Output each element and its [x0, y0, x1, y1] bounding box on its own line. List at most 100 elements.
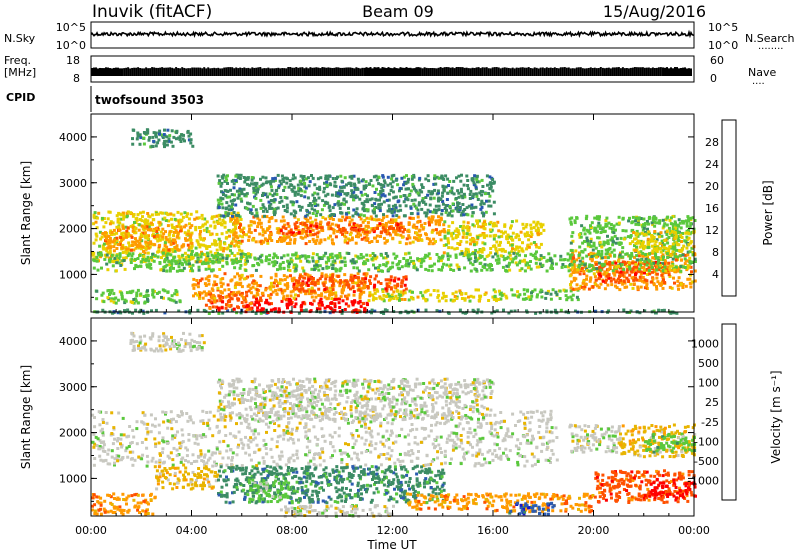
heatmap-cell — [679, 269, 683, 273]
heatmap-cell — [655, 246, 659, 250]
heatmap-cell — [597, 217, 601, 221]
heatmap-cell — [219, 277, 223, 281]
heatmap-cell — [265, 215, 269, 219]
heatmap-cell — [179, 225, 183, 229]
heatmap-cell — [387, 285, 391, 288]
heatmap-cell — [272, 199, 276, 203]
heatmap-cell — [301, 236, 305, 240]
heatmap-cell — [307, 292, 311, 296]
heatmap-cell — [275, 188, 279, 192]
heatmap-cell — [681, 286, 685, 289]
heatmap-cell — [482, 224, 485, 228]
heatmap-cell — [636, 287, 640, 291]
heatmap-cell — [446, 237, 450, 241]
heatmap-cell — [239, 281, 243, 285]
heatmap-cell — [108, 236, 112, 240]
heatmap-cell — [659, 250, 663, 254]
heatmap-cell — [464, 212, 468, 216]
heatmap-cell — [175, 293, 179, 297]
heatmap-cell — [634, 219, 637, 223]
heatmap-cell — [477, 219, 481, 223]
heatmap-cell — [205, 220, 209, 224]
heatmap-cell — [469, 269, 473, 273]
heatmap-cell — [569, 262, 572, 266]
heatmap-cell — [433, 208, 436, 212]
heatmap-cell — [524, 254, 527, 258]
heatmap-cell — [404, 277, 408, 281]
heatmap-cell — [382, 200, 386, 204]
heatmap-cell — [394, 178, 398, 182]
heatmap-cell — [511, 231, 515, 235]
heatmap-cell — [466, 248, 470, 252]
heatmap-cell — [537, 246, 541, 250]
heatmap-cell — [227, 288, 231, 292]
heatmap-cell — [249, 301, 253, 305]
heatmap-cell — [269, 232, 273, 236]
heatmap-cell — [675, 229, 678, 233]
heatmap-cell — [261, 230, 265, 234]
heatmap-cell — [369, 275, 373, 279]
heatmap-cell — [280, 236, 284, 240]
heatmap-cell — [135, 218, 139, 222]
heatmap-cell — [593, 309, 597, 313]
heatmap-cell — [641, 270, 644, 274]
heatmap-cell — [134, 308, 138, 312]
heatmap-cell — [366, 286, 370, 290]
heatmap-cell — [662, 278, 665, 282]
heatmap-cell — [660, 234, 664, 238]
heatmap-cell — [343, 279, 347, 283]
heatmap-cell — [317, 196, 321, 200]
heatmap-cell — [202, 238, 205, 242]
heatmap-cell — [482, 214, 485, 218]
heatmap-cell — [270, 188, 274, 192]
heatmap-cell — [378, 209, 382, 213]
heatmap-cell — [574, 249, 578, 253]
heatmap-cell — [513, 293, 517, 297]
heatmap-cell — [211, 305, 215, 309]
heatmap-cell — [455, 246, 459, 250]
heatmap-cell — [635, 248, 639, 252]
heatmap-cell — [187, 217, 191, 221]
heatmap-cell — [351, 258, 355, 262]
heatmap-cell — [475, 178, 479, 182]
heatmap-cell — [374, 274, 378, 278]
heatmap-cell — [420, 224, 424, 228]
heatmap-cell — [589, 257, 593, 261]
heatmap-cell — [503, 223, 507, 227]
heatmap-cell — [198, 235, 202, 239]
heatmap-cell — [274, 219, 278, 223]
heatmap-cell — [287, 185, 291, 189]
heatmap-cell — [668, 275, 672, 278]
heatmap-cell — [293, 305, 297, 309]
heatmap-cell — [240, 301, 244, 304]
heatmap-cell — [247, 238, 251, 242]
heatmap-cell — [318, 299, 322, 303]
heatmap-cell — [255, 211, 259, 215]
heatmap-cell — [363, 232, 367, 236]
heatmap-cell — [366, 225, 370, 229]
heatmap-cell — [198, 297, 202, 300]
heatmap-cell — [630, 221, 634, 225]
heatmap-cell — [221, 256, 225, 260]
heatmap-cell — [129, 234, 133, 238]
heatmap-cell — [352, 208, 356, 212]
heatmap-cell — [424, 233, 428, 237]
heatmap-cell — [495, 240, 499, 244]
heatmap-cell — [669, 232, 672, 236]
heatmap-cell — [293, 287, 296, 291]
heatmap-cell — [489, 251, 493, 255]
heatmap-cell — [586, 239, 589, 243]
heatmap-cell — [375, 234, 379, 238]
heatmap-cell — [302, 289, 306, 293]
heatmap-cell — [190, 254, 194, 258]
heatmap-cell — [651, 223, 655, 227]
heatmap-cell — [98, 244, 102, 248]
heatmap-cell — [108, 231, 112, 234]
heatmap-cell — [590, 264, 594, 267]
heatmap-cell — [386, 209, 390, 213]
heatmap-cell — [668, 245, 672, 249]
heatmap-cell — [326, 296, 330, 300]
heatmap-cell — [625, 270, 629, 274]
heatmap-cell — [306, 176, 310, 180]
heatmap-cell — [442, 251, 446, 255]
